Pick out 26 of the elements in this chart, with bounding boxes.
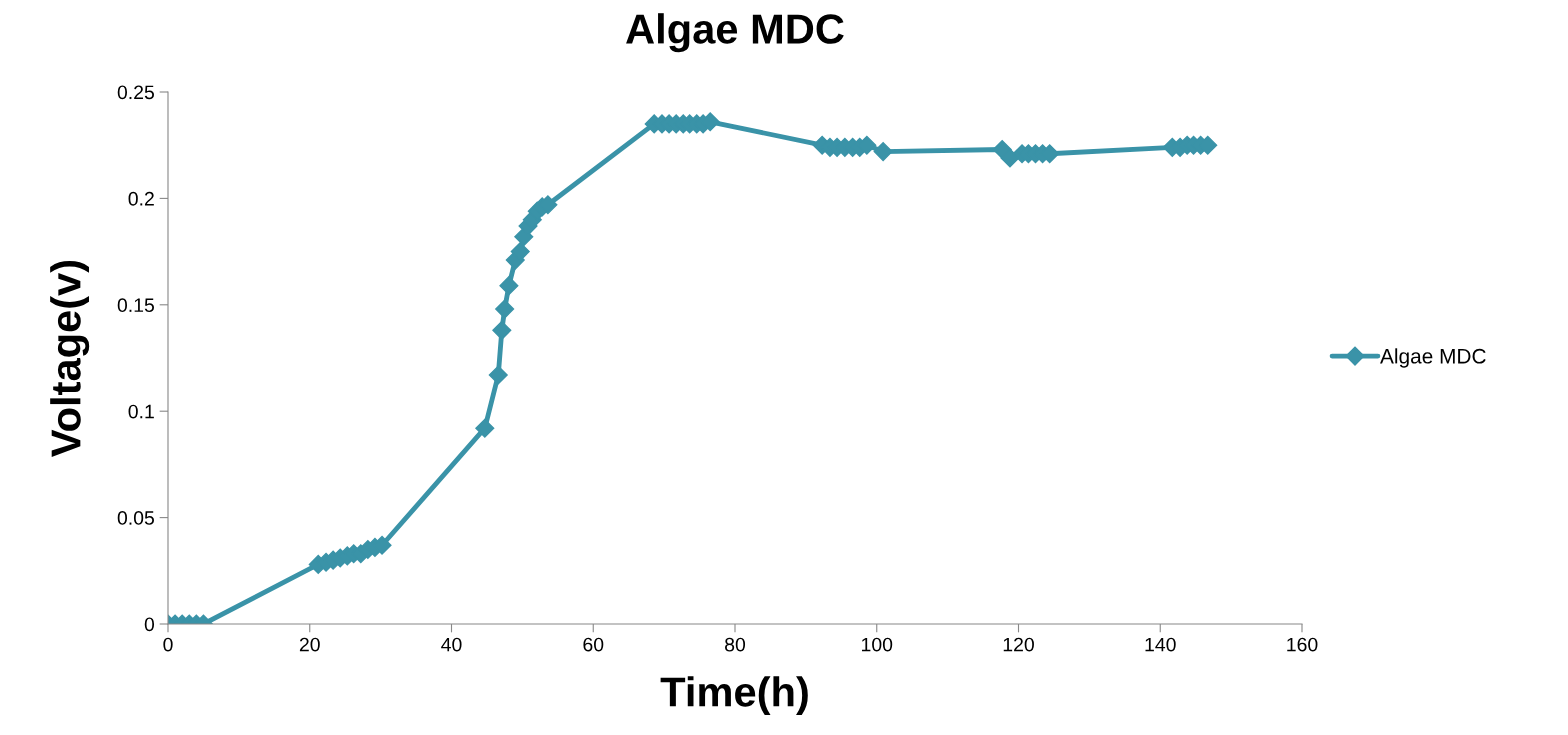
point <box>499 276 519 296</box>
x-axis-title: Time(h) <box>660 676 808 715</box>
y-tick-label: 0.25 <box>117 85 154 100</box>
point <box>488 365 508 385</box>
y-axis-title: Voltage(v) <box>50 260 90 457</box>
x-tick-label: 20 <box>299 637 320 652</box>
x-tick-label: 80 <box>725 637 746 652</box>
y-tick-label: 0.1 <box>128 404 154 419</box>
point <box>495 299 515 319</box>
point <box>510 242 530 262</box>
y-tick-label: 0 <box>144 617 155 632</box>
y-tick-label: 0.05 <box>117 511 154 525</box>
x-tick-label: 0 <box>163 637 173 652</box>
point <box>873 142 893 162</box>
x-tick-label: 120 <box>1003 637 1034 652</box>
legend-label: Algae MDC <box>1380 348 1486 368</box>
point <box>475 418 495 438</box>
x-tick-label: 60 <box>583 637 604 652</box>
x-tick-label: 160 <box>1287 637 1318 652</box>
point <box>492 320 512 340</box>
x-tick-label: 40 <box>441 637 462 652</box>
y-tick-label: 0.15 <box>117 298 154 313</box>
y-tick-label: 0.2 <box>128 191 154 206</box>
x-tick-label: 140 <box>1145 637 1176 652</box>
x-tick-label: 100 <box>862 637 893 652</box>
chart-title: Algae MDC <box>626 13 844 53</box>
